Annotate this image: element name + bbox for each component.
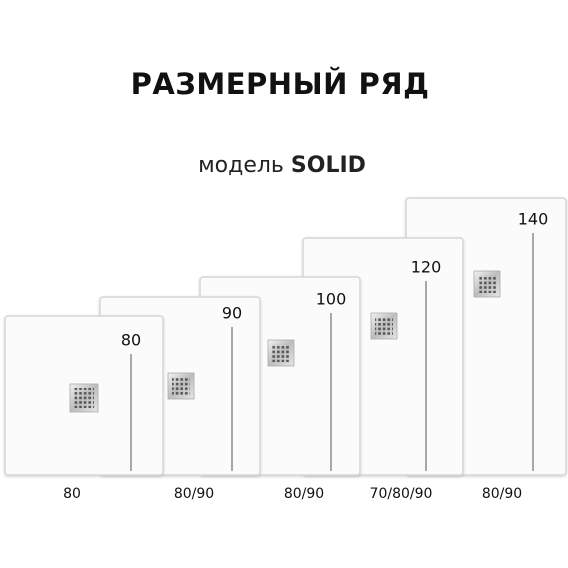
length-label: 120: [411, 258, 442, 277]
length-label: 80: [121, 331, 141, 350]
trays: 140 120 100 90 80 80 80/90 80/90 70/80/90 80/90: [4, 197, 567, 502]
tray: 80: [4, 315, 164, 476]
length-label: 140: [518, 210, 549, 229]
width-label: 80/90: [174, 486, 214, 502]
width-label: 80: [63, 486, 81, 502]
width-label: 80/90: [482, 486, 522, 502]
drain-holes: [375, 317, 393, 335]
width-label: 80/90: [284, 486, 324, 502]
length-label: 90: [222, 304, 242, 323]
drain-holes: [172, 377, 190, 395]
drain-holes: [478, 275, 496, 293]
subtitle-model: SOLID: [291, 153, 366, 178]
drain-holes: [74, 388, 94, 408]
title: РАЗМЕРНЫЙ РЯД: [131, 67, 430, 101]
drain-holes: [272, 344, 290, 362]
length-label: 100: [316, 290, 347, 309]
subtitle-prefix: модель: [198, 153, 284, 178]
subtitle: модель SOLID: [198, 153, 366, 178]
width-label: 70/80/90: [370, 486, 433, 502]
